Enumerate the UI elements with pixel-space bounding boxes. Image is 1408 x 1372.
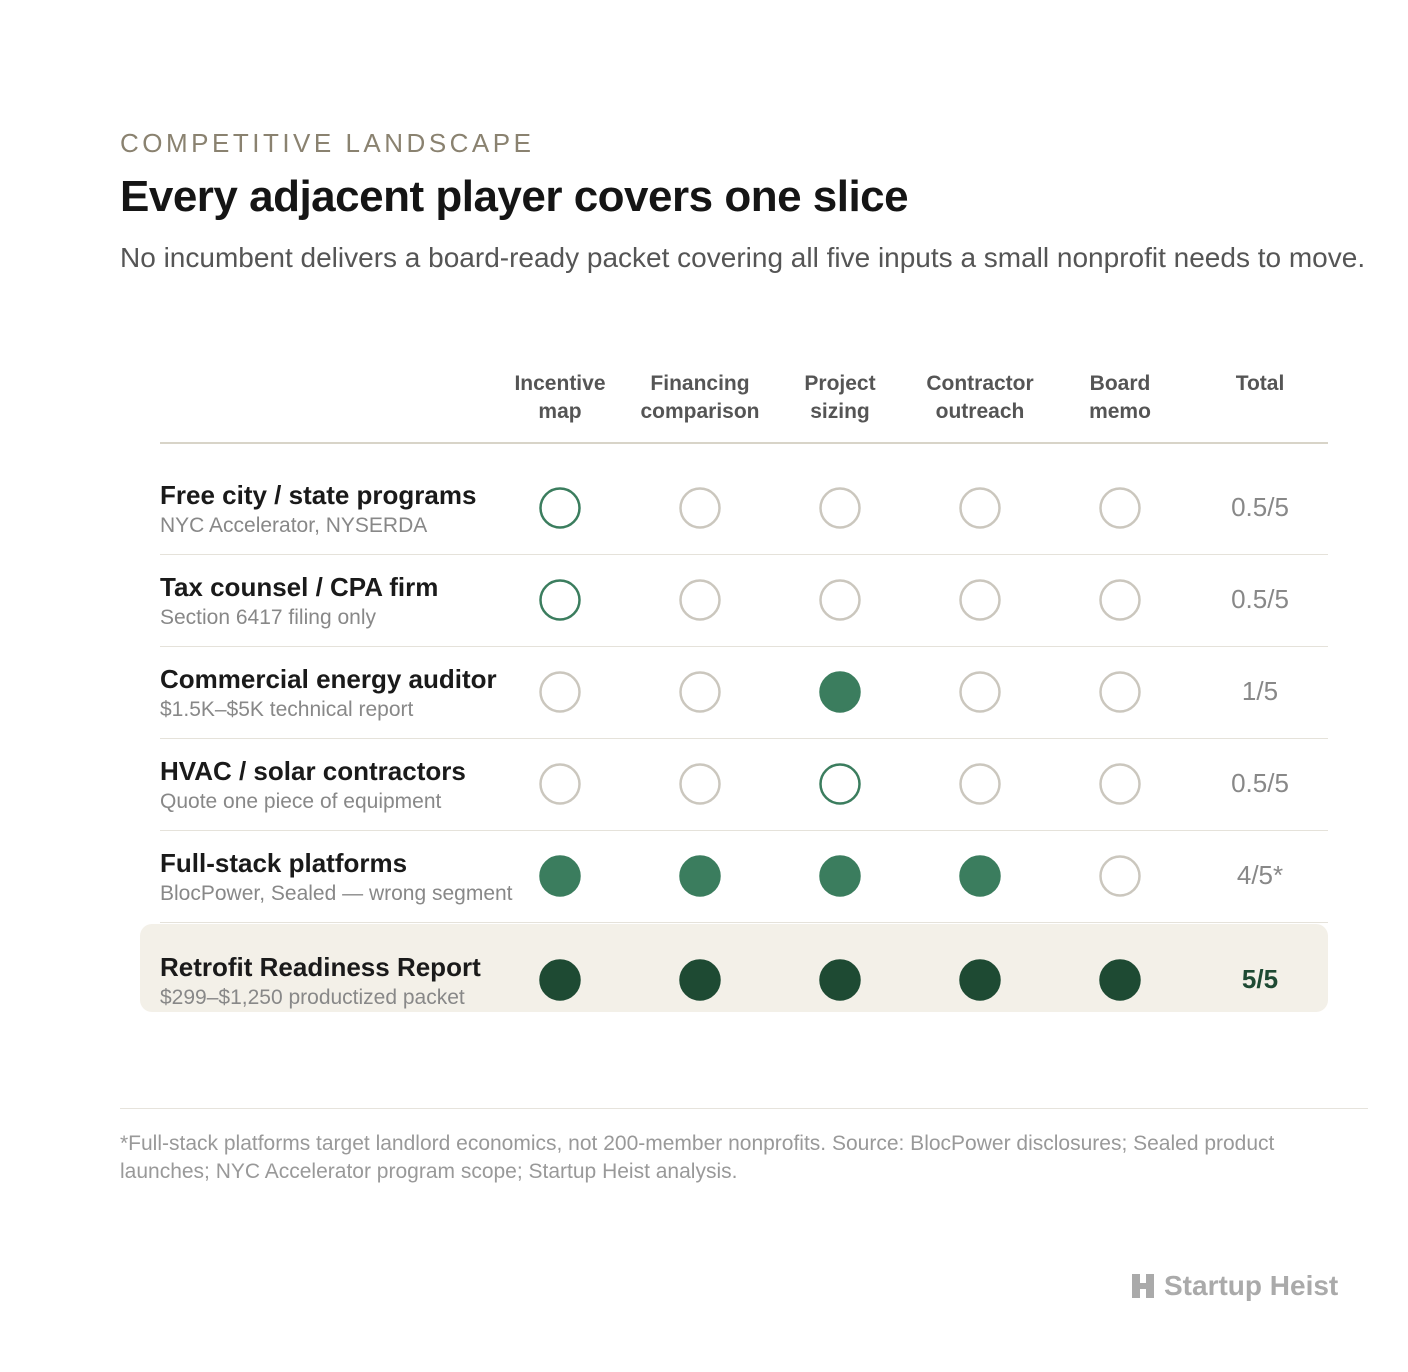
column-header: Incentive map — [490, 370, 630, 426]
column-header-line: Contractor — [926, 372, 1034, 395]
column-header-line: outreach — [935, 400, 1025, 423]
header-rule — [160, 442, 1328, 444]
coverage-ball — [539, 579, 581, 621]
row-total: 0.5/5 — [1231, 492, 1289, 522]
row-note: BlocPower, Sealed — wrong segment — [160, 882, 513, 905]
row-total: 1/5 — [1241, 676, 1279, 706]
coverage-ball — [819, 579, 861, 621]
coverage-ball — [539, 671, 581, 713]
coverage-ball — [539, 763, 581, 805]
coverage-ball — [959, 671, 1001, 713]
coverage-ball — [679, 579, 721, 621]
column-header-line: sizing — [810, 400, 870, 423]
coverage-ball — [539, 487, 581, 529]
coverage-ball — [959, 579, 1001, 621]
subtitle: No incumbent delivers a board-ready pack… — [120, 242, 1366, 273]
coverage-ball — [679, 763, 721, 805]
coverage-ball — [679, 855, 721, 897]
coverage-ball — [959, 487, 1001, 529]
column-header-line: Incentive — [514, 372, 606, 395]
coverage-ball — [819, 855, 861, 897]
coverage-ball — [539, 855, 581, 897]
column-header-line: comparison — [640, 400, 760, 423]
row-name: HVAC / solar contractors — [160, 756, 466, 786]
row-name: Full-stack platforms — [160, 848, 408, 878]
row-rule — [160, 646, 1328, 647]
coverage-ball — [1099, 579, 1141, 621]
column-header-line: Financing — [650, 372, 750, 395]
column-header: Project sizing — [770, 370, 910, 426]
row-rule — [160, 922, 1328, 923]
row-note: $299–$1,250 productized packet — [160, 986, 465, 1009]
column-header-line: Project — [804, 372, 876, 395]
coverage-ball — [679, 487, 721, 529]
coverage-ball — [1099, 855, 1141, 897]
coverage-ball — [959, 763, 1001, 805]
coverage-ball — [819, 959, 861, 1001]
divider — [120, 1108, 1368, 1109]
coverage-ball — [539, 959, 581, 1001]
coverage-ball — [1099, 487, 1141, 529]
coverage-ball — [679, 671, 721, 713]
column-header-line: memo — [1089, 400, 1151, 423]
row-total: 5/5 — [1241, 964, 1279, 994]
row-total: 0.5/5 — [1231, 584, 1289, 614]
coverage-ball — [1099, 959, 1141, 1001]
column-header-line: Board — [1089, 372, 1151, 395]
coverage-ball — [679, 959, 721, 1001]
row-name: Commercial energy auditor — [160, 664, 497, 694]
brand: Startup Heist — [1130, 1270, 1338, 1302]
coverage-ball — [959, 855, 1001, 897]
row-note: $1.5K–$5K technical report — [160, 698, 414, 721]
coverage-ball — [1099, 671, 1141, 713]
row-note: Quote one piece of equipment — [160, 790, 442, 813]
coverage-ball — [959, 959, 1001, 1001]
coverage-ball — [819, 763, 861, 805]
row-rule — [160, 830, 1328, 831]
column-header: Board memo — [1050, 370, 1190, 426]
brand-icon — [1132, 1274, 1154, 1298]
column-header-line: Total — [1235, 372, 1285, 395]
column-header-line: map — [538, 400, 582, 423]
row-name: Tax counsel / CPA firm — [160, 572, 439, 602]
eyebrow: COMPETITIVE LANDSCAPE — [120, 128, 535, 158]
row-note: NYC Accelerator, NYSERDA — [160, 514, 428, 537]
column-header: Total — [1190, 370, 1330, 398]
row-total: 0.5/5 — [1231, 768, 1289, 798]
row-name: Free city / state programs — [160, 480, 477, 510]
column-header: Financing comparison — [630, 370, 770, 426]
row-rule — [160, 554, 1328, 555]
row-rule — [160, 738, 1328, 739]
row-note: Section 6417 filing only — [160, 606, 376, 629]
brand-name: Startup Heist — [1164, 1270, 1339, 1301]
column-header: Contractor outreach — [910, 370, 1050, 426]
coverage-ball — [1099, 763, 1141, 805]
row-name: Retrofit Readiness Report — [160, 952, 481, 982]
row-total: 4/5* — [1236, 860, 1284, 890]
coverage-ball — [819, 487, 861, 529]
coverage-ball — [819, 671, 861, 713]
footnote: *Full-stack platforms target landlord ec… — [120, 1132, 1275, 1183]
title: Every adjacent player covers one slice — [120, 172, 909, 221]
